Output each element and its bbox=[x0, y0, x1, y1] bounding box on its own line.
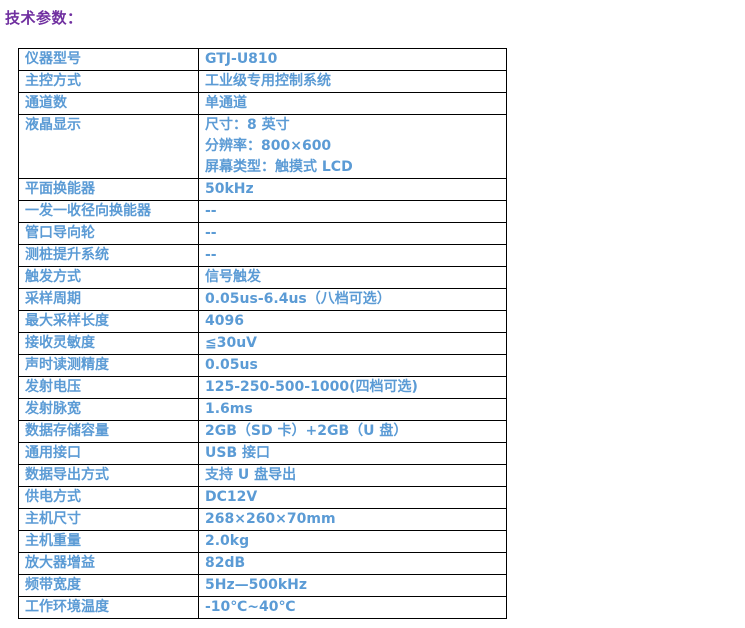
param-value-cell: 50kHz bbox=[198, 178, 507, 201]
table-row: 供电方式 DC12V bbox=[18, 486, 507, 509]
table-row: 主机尺寸 268×260×70mm bbox=[18, 508, 507, 531]
param-value-cell: -10℃~40℃ bbox=[198, 596, 507, 619]
param-label-cell: 平面换能器 bbox=[18, 178, 199, 201]
table-row: 声时读测精度 0.05us bbox=[18, 354, 507, 377]
param-label-cell: 采样周期 bbox=[18, 288, 199, 311]
table-row: 管口导向轮 -- bbox=[18, 222, 507, 245]
table-row: 放大器增益 82dB bbox=[18, 552, 507, 575]
table-row: 液晶显示 尺寸：8 英寸 分辨率：800×600 屏幕类型：触摸式 LCD bbox=[18, 114, 507, 179]
table-row: 主机重量 2.0kg bbox=[18, 530, 507, 553]
param-label-cell: 频带宽度 bbox=[18, 574, 199, 597]
param-label-cell: 声时读测精度 bbox=[18, 354, 199, 377]
param-value-cell: 0.05us-6.4us（八档可选） bbox=[198, 288, 507, 311]
page-title: 技术参数： bbox=[5, 9, 83, 27]
param-label-cell: 接收灵敏度 bbox=[18, 332, 199, 355]
param-label-cell: 主控方式 bbox=[18, 70, 199, 93]
param-label-cell: 数据导出方式 bbox=[18, 464, 199, 487]
param-label-cell: 液晶显示 bbox=[18, 114, 199, 179]
param-value-cell: 信号触发 bbox=[198, 266, 507, 289]
table-row: 测桩提升系统 -- bbox=[18, 244, 507, 267]
param-label-cell: 发射脉宽 bbox=[18, 398, 199, 421]
table-row: 采样周期 0.05us-6.4us（八档可选） bbox=[18, 288, 507, 311]
table-row: 一发一收径向换能器 -- bbox=[18, 200, 507, 223]
param-label-cell: 通道数 bbox=[18, 92, 199, 115]
param-value-cell: 尺寸：8 英寸 分辨率：800×600 屏幕类型：触摸式 LCD bbox=[198, 114, 507, 179]
param-label-cell: 一发一收径向换能器 bbox=[18, 200, 199, 223]
param-value-cell: DC12V bbox=[198, 486, 507, 509]
table-row: 数据导出方式 支持 U 盘导出 bbox=[18, 464, 507, 487]
param-value-cell: ≦30uV bbox=[198, 332, 507, 355]
param-value-cell: -- bbox=[198, 244, 507, 267]
table-row: 工作环境温度 -10℃~40℃ bbox=[18, 596, 507, 619]
param-value-cell: 82dB bbox=[198, 552, 507, 575]
table-row: 接收灵敏度 ≦30uV bbox=[18, 332, 507, 355]
param-value-cell: 5Hz—500kHz bbox=[198, 574, 507, 597]
table-row: 频带宽度 5Hz—500kHz bbox=[18, 574, 507, 597]
param-value-cell: -- bbox=[198, 200, 507, 223]
param-value-cell: GTJ-U810 bbox=[198, 48, 507, 71]
param-label-cell: 最大采样长度 bbox=[18, 310, 199, 333]
param-label-cell: 管口导向轮 bbox=[18, 222, 199, 245]
param-label-cell: 工作环境温度 bbox=[18, 596, 199, 619]
param-value-cell: 1.6ms bbox=[198, 398, 507, 421]
table-row: 数据存储容量 2GB（SD 卡）+2GB（U 盘） bbox=[18, 420, 507, 443]
spec-table-body: 仪器型号 GTJ-U810 主控方式 工业级专用控制系统 通道数 单通道 液晶显… bbox=[18, 48, 507, 619]
param-label-cell: 主机尺寸 bbox=[18, 508, 199, 531]
param-label-cell: 数据存储容量 bbox=[18, 420, 199, 443]
table-row: 通用接口 USB 接口 bbox=[18, 442, 507, 465]
table-row: 发射电压 125-250-500-1000(四档可选) bbox=[18, 376, 507, 399]
param-value-cell: 支持 U 盘导出 bbox=[198, 464, 507, 487]
param-label-cell: 触发方式 bbox=[18, 266, 199, 289]
param-value-cell: 4096 bbox=[198, 310, 507, 333]
param-label-cell: 发射电压 bbox=[18, 376, 199, 399]
param-value-cell: 125-250-500-1000(四档可选) bbox=[198, 376, 507, 399]
param-value-cell: 单通道 bbox=[198, 92, 507, 115]
table-row: 主控方式 工业级专用控制系统 bbox=[18, 70, 507, 93]
param-label-cell: 通用接口 bbox=[18, 442, 199, 465]
param-label-cell: 供电方式 bbox=[18, 486, 199, 509]
param-value-cell: 2.0kg bbox=[198, 530, 507, 553]
param-label-cell: 仪器型号 bbox=[18, 48, 199, 71]
table-row: 通道数 单通道 bbox=[18, 92, 507, 115]
param-value-cell: USB 接口 bbox=[198, 442, 507, 465]
param-value-cell: 工业级专用控制系统 bbox=[198, 70, 507, 93]
table-row: 发射脉宽 1.6ms bbox=[18, 398, 507, 421]
table-row: 仪器型号 GTJ-U810 bbox=[18, 48, 507, 71]
param-label-cell: 测桩提升系统 bbox=[18, 244, 199, 267]
table-row: 触发方式 信号触发 bbox=[18, 266, 507, 289]
param-value-cell: 268×260×70mm bbox=[198, 508, 507, 531]
table-row: 最大采样长度 4096 bbox=[18, 310, 507, 333]
param-label-cell: 放大器增益 bbox=[18, 552, 199, 575]
param-value-cell: 2GB（SD 卡）+2GB（U 盘） bbox=[198, 420, 507, 443]
table-row: 平面换能器 50kHz bbox=[18, 178, 507, 201]
spec-table: 仪器型号 GTJ-U810 主控方式 工业级专用控制系统 通道数 单通道 液晶显… bbox=[18, 48, 507, 619]
param-value-cell: 0.05us bbox=[198, 354, 507, 377]
param-value-cell: -- bbox=[198, 222, 507, 245]
param-label-cell: 主机重量 bbox=[18, 530, 199, 553]
